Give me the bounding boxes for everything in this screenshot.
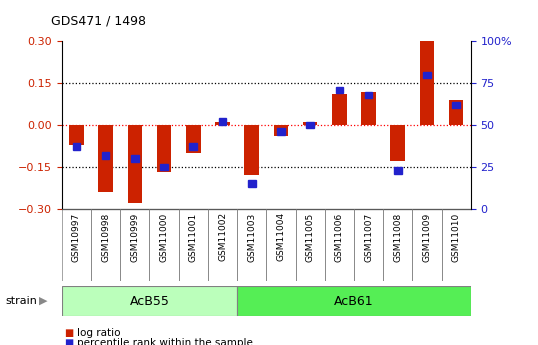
Text: ■: ■	[65, 328, 74, 338]
Bar	[157, 125, 172, 172]
Text: GSM10998: GSM10998	[101, 212, 110, 262]
Text: percentile rank within the sample: percentile rank within the sample	[77, 338, 253, 345]
Text: GSM11002: GSM11002	[218, 212, 227, 262]
Bar	[186, 125, 201, 153]
Bar	[62, 286, 237, 316]
Text: GSM10999: GSM10999	[130, 212, 139, 262]
Bar	[237, 209, 266, 281]
Text: GSM11010: GSM11010	[451, 212, 461, 262]
Bar	[266, 209, 295, 281]
Bar	[295, 209, 325, 281]
Text: AcB55: AcB55	[130, 295, 169, 307]
Text: GSM10997: GSM10997	[72, 212, 81, 262]
Bar	[306, 122, 314, 128]
Text: GSM11001: GSM11001	[189, 212, 198, 262]
Bar	[336, 87, 343, 93]
Text: ■: ■	[65, 338, 74, 345]
Bar	[121, 209, 150, 281]
Bar	[442, 209, 471, 281]
Bar	[365, 91, 372, 98]
Bar	[244, 125, 259, 175]
Text: GSM11005: GSM11005	[306, 212, 315, 262]
Text: GSM11009: GSM11009	[422, 212, 431, 262]
Text: ▶: ▶	[39, 296, 47, 306]
Bar	[354, 209, 383, 281]
Bar	[394, 167, 401, 174]
Text: GSM11004: GSM11004	[277, 212, 286, 262]
Bar	[91, 209, 121, 281]
Bar	[150, 209, 179, 281]
Bar	[248, 180, 256, 187]
Text: GSM11007: GSM11007	[364, 212, 373, 262]
Bar	[69, 125, 84, 145]
Bar	[420, 41, 434, 125]
Bar	[423, 71, 431, 78]
Text: GSM11003: GSM11003	[247, 212, 256, 262]
Bar	[219, 118, 226, 125]
Text: GSM11000: GSM11000	[160, 212, 168, 262]
Bar	[412, 209, 442, 281]
Bar	[237, 286, 471, 316]
Bar	[449, 100, 463, 125]
Text: GSM11008: GSM11008	[393, 212, 402, 262]
Bar	[361, 91, 376, 125]
Bar	[160, 164, 168, 170]
Bar	[452, 102, 460, 108]
Text: AcB61: AcB61	[334, 295, 374, 307]
Text: GSM11006: GSM11006	[335, 212, 344, 262]
Text: GDS471 / 1498: GDS471 / 1498	[51, 14, 146, 28]
Bar	[131, 155, 139, 162]
Bar	[303, 122, 317, 125]
Bar	[332, 95, 346, 125]
Bar	[73, 144, 80, 150]
Text: strain: strain	[5, 296, 37, 306]
Bar	[215, 122, 230, 125]
Bar	[62, 209, 91, 281]
Bar	[277, 128, 285, 135]
Bar	[325, 209, 354, 281]
Text: log ratio: log ratio	[77, 328, 121, 338]
Bar	[189, 144, 197, 150]
Bar	[179, 209, 208, 281]
Bar	[274, 125, 288, 136]
Bar	[128, 125, 142, 203]
Bar	[208, 209, 237, 281]
Bar	[98, 125, 113, 192]
Bar	[383, 209, 412, 281]
Bar	[391, 125, 405, 161]
Bar	[102, 152, 109, 159]
